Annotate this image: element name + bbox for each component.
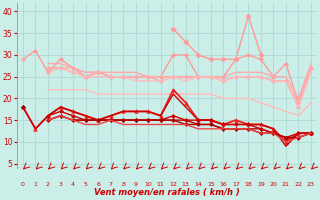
X-axis label: Vent moyen/en rafales ( km/h ): Vent moyen/en rafales ( km/h ) (94, 188, 240, 197)
